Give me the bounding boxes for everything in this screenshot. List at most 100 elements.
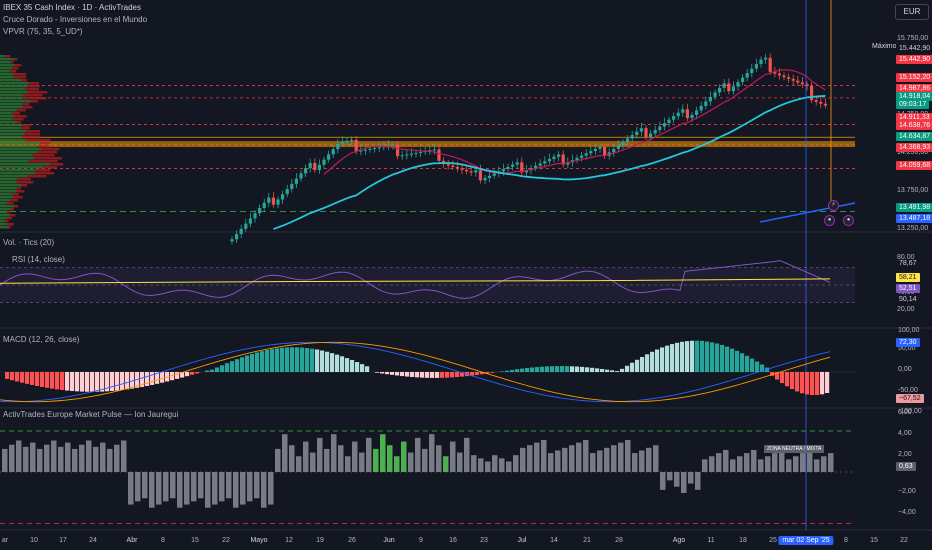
- macd-histogram-bar: [340, 356, 345, 372]
- vpvr-bar-down: [10, 208, 15, 211]
- pulse-bar: [471, 455, 477, 472]
- pulse-bar: [653, 445, 659, 472]
- vpvr-bar-up: [0, 145, 38, 148]
- volume-legend[interactable]: Vol. · Tics (20): [3, 238, 55, 247]
- macd-histogram-bar: [365, 366, 370, 372]
- pulse-bar: [506, 461, 512, 472]
- macd-histogram-bar: [420, 372, 425, 378]
- candle-body: [727, 83, 731, 92]
- macd-histogram-bar: [540, 366, 545, 372]
- candle-body: [276, 199, 280, 205]
- vpvr-bar-down: [25, 88, 40, 91]
- pulse-bar: [233, 472, 239, 508]
- indicator-vpvr[interactable]: VPVR (75, 35, 5_UD*): [3, 27, 83, 36]
- macd-histogram-bar: [220, 365, 225, 372]
- candle-body: [478, 170, 482, 181]
- rsi-badge: 52,51: [896, 284, 920, 293]
- price-badge: 14.987,86: [896, 84, 932, 93]
- macd-histogram-bar: [70, 372, 75, 392]
- macd-histogram-bar: [605, 369, 610, 372]
- rsi-axis-label: 80,00: [897, 253, 915, 261]
- vpvr-bar-down: [41, 148, 60, 151]
- price-badge: 13.487,18: [896, 214, 932, 223]
- vpvr-bar-up: [0, 160, 29, 163]
- pulse-bar: [800, 453, 806, 472]
- pulse-bar: [338, 445, 344, 472]
- vpvr-bar-down: [20, 127, 30, 130]
- macd-histogram-bar: [570, 366, 575, 372]
- macd-histogram-bar: [240, 357, 245, 372]
- macd-histogram-bar: [120, 372, 125, 391]
- currency-button[interactable]: EUR: [895, 4, 929, 20]
- candle-body: [814, 100, 818, 102]
- macd-histogram-bar: [430, 372, 435, 378]
- macd-histogram-bar: [295, 347, 300, 372]
- candle-body: [773, 71, 777, 74]
- macd-histogram-bar: [255, 352, 260, 372]
- pulse-bar: [51, 440, 57, 472]
- candle-body: [791, 78, 795, 81]
- pulse-bar: [37, 448, 43, 472]
- macd-histogram-bar: [475, 372, 480, 375]
- pulse-bar: [177, 472, 183, 508]
- macd-histogram-bar: [750, 358, 755, 372]
- vpvr-bar-up: [0, 115, 15, 118]
- time-axis-tick: 8: [161, 537, 165, 544]
- macd-legend[interactable]: MACD (12, 26, close): [3, 335, 80, 344]
- indicator-golden-cross[interactable]: Cruce Dorado - Inversiones en el Mundo: [3, 15, 148, 24]
- macd-histogram-bar: [25, 372, 30, 384]
- vpvr-bar-up: [0, 112, 12, 115]
- vpvr-bar-up: [0, 118, 12, 121]
- vpvr-bar-up: [0, 226, 9, 229]
- time-axis-tick: 28: [615, 537, 623, 544]
- pulse-bar: [387, 445, 393, 472]
- candle-body: [713, 92, 717, 97]
- macd-histogram-bar: [775, 372, 780, 380]
- candle-body: [718, 87, 722, 93]
- candle-body: [437, 149, 441, 161]
- pulse-bar: [261, 472, 267, 508]
- candle-body: [819, 101, 823, 104]
- price-badge: 14.918,04: [896, 92, 932, 101]
- candle-body: [603, 147, 607, 156]
- pulse-legend[interactable]: ActivTrades Europe Market Pulse — Ion Ja…: [3, 410, 179, 419]
- candle-body: [322, 159, 326, 165]
- candle-body: [810, 86, 814, 101]
- rsi-legend[interactable]: RSI (14, close): [12, 255, 65, 264]
- candle-body: [465, 169, 469, 172]
- macd-axis-label: -100,00: [898, 408, 922, 415]
- event-marker-1[interactable]: ●: [824, 215, 835, 226]
- pulse-bar: [100, 442, 106, 472]
- event-marker-2[interactable]: ●: [843, 215, 854, 226]
- candle-body: [626, 138, 630, 142]
- vpvr-bar-down: [22, 124, 31, 127]
- candle-body: [336, 143, 340, 150]
- candle-body: [400, 155, 404, 157]
- candle-body: [575, 157, 579, 161]
- vpvr-bar-up: [0, 178, 17, 181]
- price-badge: 14.059,68: [896, 161, 932, 170]
- pulse-bar: [828, 453, 834, 472]
- macd-histogram-bar: [700, 340, 705, 372]
- macd-histogram-bar: [460, 372, 465, 377]
- macd-axis-label: 50,00: [898, 345, 916, 352]
- pulse-bar: [380, 434, 386, 472]
- event-marker-lightning[interactable]: ⚡: [828, 200, 839, 211]
- vpvr-bar-down: [42, 166, 58, 169]
- candle-body: [460, 168, 464, 170]
- vpvr-bar-up: [0, 70, 10, 73]
- macd-histogram-bar: [265, 350, 270, 372]
- symbol-title[interactable]: IBEX 35 Cash Index · 1D · ActivTrades: [3, 3, 141, 12]
- rsi-axis-label: 20,00: [897, 306, 915, 314]
- vpvr-bar-down: [23, 94, 43, 97]
- candle-body: [667, 119, 671, 124]
- macd-histogram-bar: [660, 347, 665, 372]
- candle-body: [501, 169, 505, 172]
- time-axis-tick: 15: [870, 537, 878, 544]
- price-axis-label: 13.250,00: [897, 225, 929, 232]
- vpvr-bar-up: [0, 106, 23, 109]
- macd-histogram-bar: [210, 369, 215, 372]
- pulse-bar: [541, 439, 547, 472]
- pulse-bar: [93, 446, 99, 472]
